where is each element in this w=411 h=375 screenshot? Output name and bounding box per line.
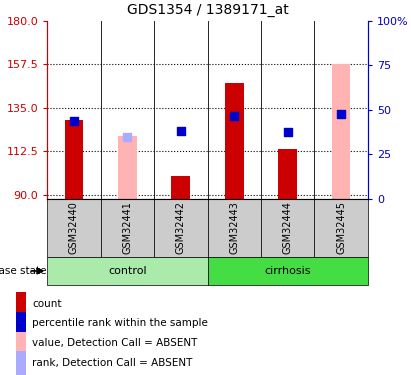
- Bar: [16, 332, 26, 355]
- Text: control: control: [108, 266, 147, 276]
- Bar: [171, 176, 190, 199]
- Text: GSM32444: GSM32444: [283, 201, 293, 254]
- Bar: [65, 120, 83, 199]
- Bar: [16, 292, 26, 315]
- Point: [284, 129, 291, 135]
- Text: value, Detection Call = ABSENT: value, Detection Call = ABSENT: [32, 338, 197, 348]
- Text: GSM32445: GSM32445: [336, 201, 346, 254]
- Bar: [225, 82, 244, 199]
- Text: count: count: [32, 298, 61, 309]
- Text: rank, Detection Call = ABSENT: rank, Detection Call = ABSENT: [32, 358, 192, 368]
- Point: [71, 118, 77, 124]
- Point: [338, 111, 344, 117]
- Bar: [261, 199, 314, 257]
- Bar: [118, 136, 137, 199]
- Text: GSM32443: GSM32443: [229, 201, 239, 254]
- Bar: [47, 257, 208, 285]
- Point: [124, 134, 131, 140]
- Point: [178, 128, 184, 134]
- Bar: [16, 312, 26, 335]
- Title: GDS1354 / 1389171_at: GDS1354 / 1389171_at: [127, 3, 289, 17]
- Bar: [16, 351, 26, 375]
- Text: cirrhosis: cirrhosis: [264, 266, 311, 276]
- Bar: [314, 199, 368, 257]
- Bar: [208, 199, 261, 257]
- Bar: [332, 64, 351, 199]
- Text: GSM32440: GSM32440: [69, 201, 79, 254]
- Bar: [47, 199, 101, 257]
- Bar: [208, 257, 368, 285]
- Text: GSM32441: GSM32441: [122, 201, 132, 254]
- Bar: [154, 199, 208, 257]
- Point: [231, 114, 238, 120]
- Bar: [101, 199, 154, 257]
- Text: disease state: disease state: [0, 266, 46, 276]
- Text: GSM32442: GSM32442: [176, 201, 186, 254]
- Bar: [278, 149, 297, 199]
- Text: percentile rank within the sample: percentile rank within the sample: [32, 318, 208, 328]
